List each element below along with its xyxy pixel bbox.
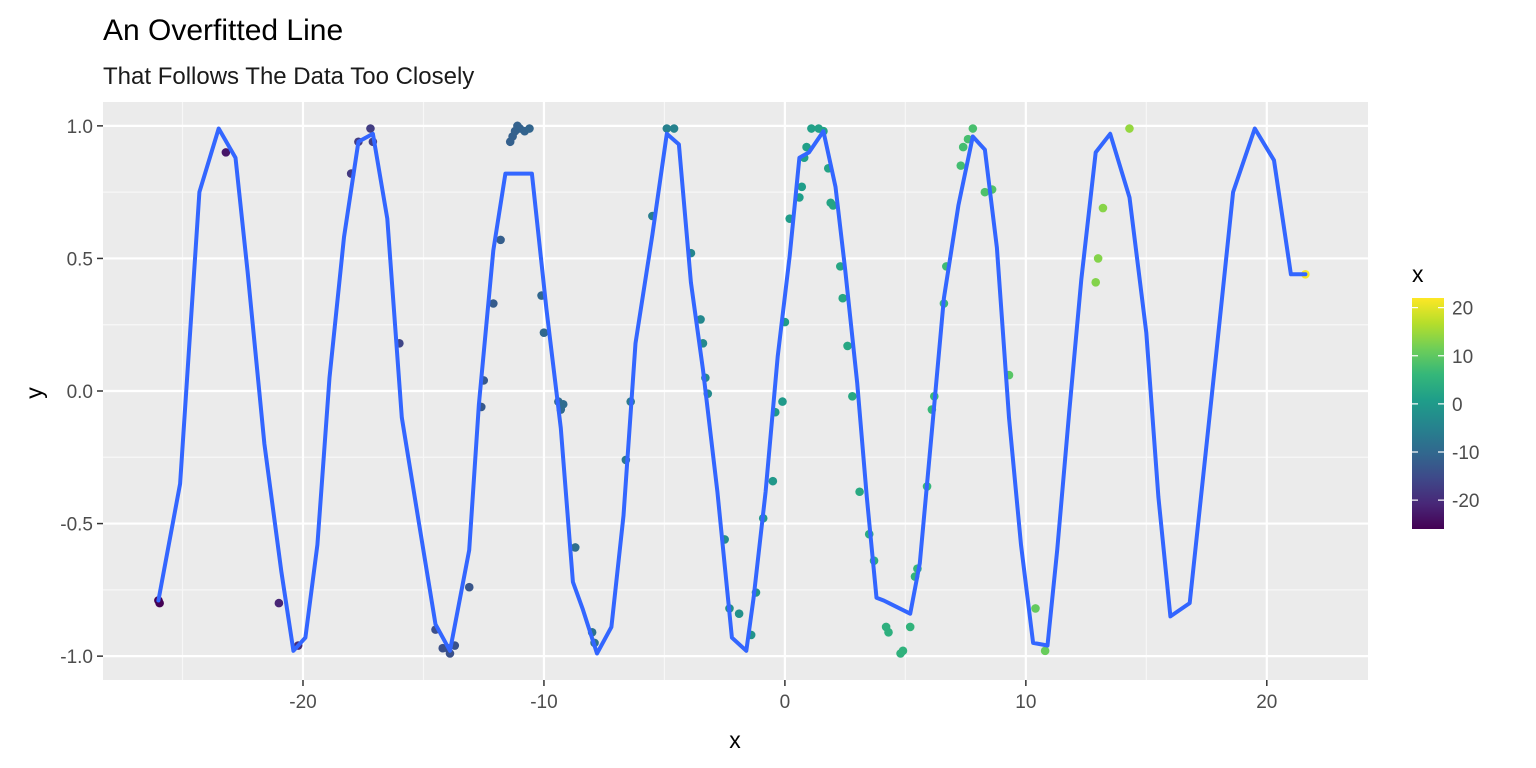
data-point (570, 543, 580, 552)
data-point (525, 124, 534, 133)
chart-title: An Overfitted Line (103, 14, 343, 47)
legend-tick-label: -10 (1452, 443, 1479, 464)
legend-colorbar (1412, 298, 1444, 529)
data-point (905, 622, 915, 632)
data-point (778, 397, 787, 406)
data-point (768, 476, 778, 486)
data-point (797, 182, 807, 192)
x-axis-title: x (729, 727, 741, 753)
legend: x 20 10 0 -10 -20 (1412, 261, 1479, 529)
y-tick-label: -1.0 (60, 647, 93, 668)
data-point (884, 627, 893, 637)
grid-lines (103, 102, 1368, 680)
data-point (734, 609, 744, 619)
data-point (958, 142, 968, 152)
data-point (221, 148, 231, 157)
data-point (843, 341, 852, 351)
data-point (898, 646, 908, 656)
data-point (956, 161, 966, 170)
data-point (558, 399, 568, 409)
y-axis-title: y (21, 387, 47, 399)
data-point (836, 262, 845, 271)
data-point (669, 124, 679, 133)
data-point (828, 201, 838, 210)
data-point (968, 124, 978, 133)
x-tick-label: 0 (780, 692, 791, 713)
legend-tick-label: 0 (1452, 395, 1463, 416)
chart-subtitle: That Follows The Data Too Closely (103, 63, 474, 90)
data-point (1098, 203, 1108, 213)
data-point (1093, 254, 1103, 263)
data-point (662, 124, 672, 133)
data-point (980, 187, 990, 197)
y-tick-label: 0.5 (67, 249, 93, 270)
x-tick-label: -10 (530, 692, 557, 713)
data-point (855, 487, 864, 497)
data-point (489, 299, 498, 308)
data-point (274, 598, 284, 608)
data-point (1125, 124, 1134, 133)
data-point (696, 315, 705, 324)
y-tick-label: 1.0 (67, 117, 93, 138)
x-tick-label: 20 (1256, 692, 1277, 713)
y-tick-label: 0.0 (67, 382, 93, 403)
data-point (496, 235, 505, 245)
data-point (807, 124, 816, 133)
data-point (464, 582, 474, 592)
fit-line (156, 126, 1308, 656)
data-point (838, 293, 848, 303)
fit-line-layer (156, 126, 1308, 656)
legend-ticks: 20 10 0 -10 -20 (1412, 299, 1479, 512)
legend-title: x (1412, 261, 1424, 287)
data-point (1040, 646, 1050, 656)
x-tick-label: -20 (289, 692, 316, 713)
axes: -20 -10 0 10 20 -1.0 -0.5 0.0 0.5 1.0 (60, 117, 1277, 713)
data-point (1031, 604, 1040, 613)
data-point (1091, 277, 1101, 287)
data-point (539, 328, 549, 337)
x-tick-label: 10 (1015, 692, 1036, 713)
data-point (848, 392, 857, 401)
data-point (802, 142, 811, 152)
legend-tick-label: -20 (1452, 491, 1479, 512)
legend-tick-label: 20 (1452, 299, 1473, 320)
data-point (445, 649, 455, 658)
y-tick-label: -0.5 (60, 515, 93, 536)
legend-tick-label: 10 (1452, 347, 1473, 368)
data-point (366, 124, 375, 133)
